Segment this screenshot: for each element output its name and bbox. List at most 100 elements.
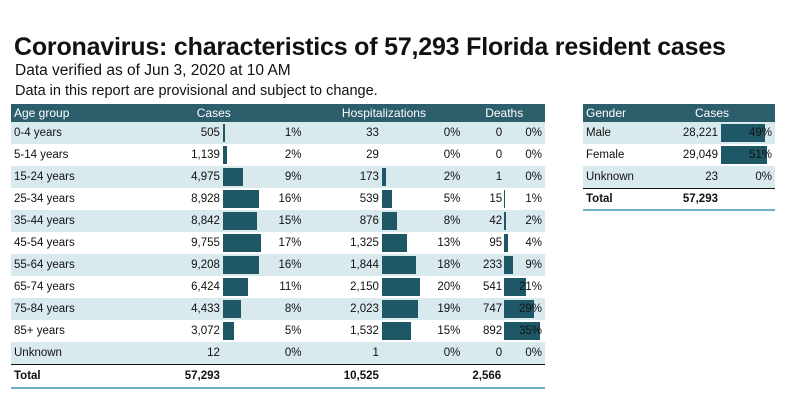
table-row: 65-74 years 6,424 11% 2,150 20% 541 21%	[11, 276, 545, 298]
table-row: 5-14 years 1,139 2% 29 0% 0 0%	[11, 144, 545, 166]
hosp-pct-cell: 19%	[437, 303, 461, 315]
deaths-count-cell: 233	[463, 254, 504, 276]
age-group-cell: 35-44 years	[14, 215, 75, 227]
deaths-pct: 0%	[525, 171, 542, 183]
total-spacer	[222, 364, 264, 388]
hosp-bar	[381, 234, 407, 252]
gender-pct: 51%	[748, 149, 773, 161]
hosp-bar	[381, 190, 392, 208]
total-spacer	[721, 188, 776, 210]
hosp-pct-cell: 8%	[443, 215, 461, 227]
deaths-bar-cell: 29%	[504, 298, 545, 320]
deaths-count-cell: 1	[463, 166, 504, 188]
total-spacer	[504, 364, 545, 388]
cases-bar-cell	[222, 210, 264, 232]
age-group-cell: 75-84 years	[14, 303, 75, 315]
hosp-bar	[381, 278, 420, 296]
total-spacer	[381, 364, 423, 388]
hosp-bar-cell	[381, 276, 423, 298]
hosp-bar-cell	[382, 342, 423, 364]
table-row: Female 29,049 51%	[583, 144, 776, 166]
cases-bar-cell	[222, 188, 264, 210]
gender-cell: Unknown	[586, 170, 634, 183]
gender-bar	[721, 146, 767, 164]
cases-count-cell: 505	[200, 127, 220, 139]
cases-bar-cell	[222, 232, 264, 254]
gender-cases-cell: 28,221	[682, 127, 718, 139]
hosp-count-cell: 1,325	[350, 237, 379, 249]
cases-pct-cell: 0%	[284, 346, 302, 359]
hosp-pct-cell: 20%	[437, 281, 461, 293]
gender-cell: Female	[586, 149, 625, 161]
cases-bar	[222, 146, 227, 164]
deaths-count: 1	[495, 171, 503, 183]
age-group-cell: 5-14 years	[14, 149, 69, 161]
deaths-count-cell: 541	[463, 276, 504, 298]
deaths-pct: 4%	[525, 237, 542, 249]
deaths-pct: 21%	[518, 281, 542, 293]
hosp-bar	[381, 322, 411, 340]
deaths-pct: 2%	[525, 215, 542, 227]
total-deaths: 2,566	[463, 364, 505, 388]
deaths-bar	[504, 212, 507, 230]
total-cases: 57,293	[123, 364, 223, 388]
cases-count-cell: 6,424	[191, 281, 220, 293]
deaths-bar-cell: 9%	[504, 254, 545, 276]
cases-pct-cell: 15%	[278, 215, 302, 227]
page-title: Coronavirus: characteristics of 57,293 F…	[14, 33, 726, 61]
cases-pct-cell: 16%	[278, 259, 302, 271]
cases-pct-cell: 1%	[284, 127, 302, 139]
table-row: 55-64 years 9,208 16% 1,844 18% 233 9%	[11, 254, 545, 276]
table-row: Male 28,221 49%	[583, 122, 776, 144]
gender-total-label: Total	[583, 188, 649, 210]
cases-bar	[222, 168, 243, 186]
hosp-pct-cell: 2%	[443, 171, 461, 183]
hosp-bar	[381, 212, 397, 230]
hosp-count-cell: 33	[366, 127, 379, 139]
cases-bar-cell	[222, 122, 264, 144]
age-group-cell: 85+ years	[14, 325, 65, 337]
cases-pct-cell: 16%	[278, 193, 302, 205]
gender-cell: Male	[586, 127, 611, 139]
deaths-count-cell: 95	[463, 232, 504, 254]
cases-count-cell: 9,755	[191, 237, 220, 249]
deaths-count: 0	[495, 346, 503, 359]
cases-bar	[222, 190, 259, 208]
hosp-count-cell: 2,023	[350, 303, 379, 315]
hosp-count-cell: 539	[359, 193, 379, 205]
cases-count-cell: 8,842	[191, 215, 220, 227]
total-row: Total 57,293 10,525 2,566	[11, 364, 545, 388]
total-spacer	[422, 364, 464, 388]
cases-bar	[222, 234, 261, 252]
deaths-header: Deaths	[485, 106, 524, 120]
hosp-bar	[381, 300, 418, 318]
table-row: 45-54 years 9,755 17% 1,325 13% 95 4%	[11, 232, 545, 254]
deaths-bar	[504, 278, 527, 296]
total-hospitalizations: 10,525	[304, 364, 382, 388]
provisional-note: Data in this report are provisional and …	[15, 83, 378, 99]
age-group-cell: 55-64 years	[14, 259, 75, 271]
cases-pct-cell: 17%	[278, 237, 302, 249]
cases-bar-cell	[222, 320, 264, 342]
deaths-bar-cell: 1%	[504, 188, 545, 210]
deaths-count: 892	[482, 325, 503, 337]
cases-header: Cases	[196, 106, 231, 120]
cases-count-cell: 3,072	[191, 325, 220, 337]
cases-bar-cell	[222, 144, 264, 166]
hosp-bar-cell	[381, 298, 423, 320]
gender-pct: 49%	[748, 127, 773, 139]
hosp-pct-cell: 0%	[443, 149, 461, 161]
gender-bar-cell: 49%	[721, 122, 775, 144]
gender-bar-cell: 51%	[721, 144, 775, 166]
deaths-count: 0	[495, 127, 503, 139]
deaths-count-cell: 0	[463, 122, 504, 144]
hosp-count-cell: 2,150	[350, 281, 379, 293]
age-group-table: Age group Cases Hospitalizations Deaths …	[11, 104, 545, 389]
deaths-count: 541	[482, 281, 503, 293]
cases-bar-cell	[223, 342, 264, 364]
cases-bar-cell	[222, 254, 264, 276]
table-row: 35-44 years 8,842 15% 876 8% 42 2%	[11, 210, 545, 232]
table-row: 85+ years 3,072 5% 1,532 15% 892 35%	[11, 320, 545, 342]
hosp-pct-cell: 5%	[443, 193, 461, 205]
gender-cases-cell: 23	[705, 170, 718, 183]
